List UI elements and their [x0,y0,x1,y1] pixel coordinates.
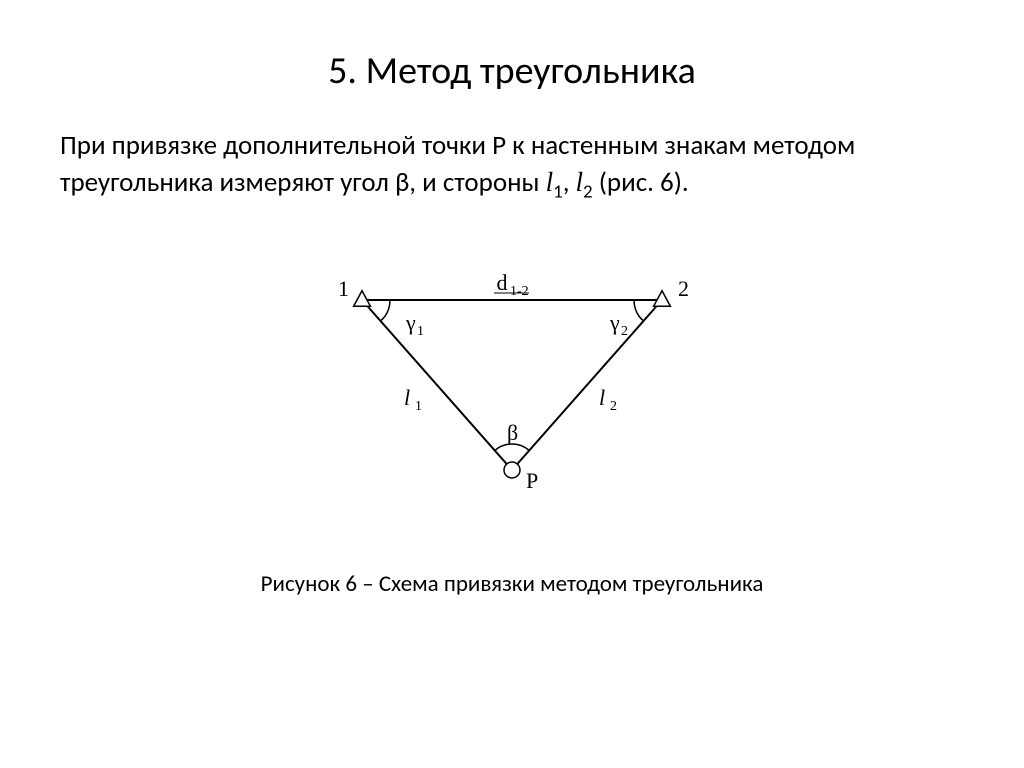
svg-text:1: 1 [417,324,424,339]
svg-text:2: 2 [621,324,628,339]
svg-text:P: P [526,468,538,493]
slide-paragraph: При привязке дополнительной точки P к на… [60,128,964,205]
triangle-svg: γ1γ2βd1-2l1l212P [292,250,732,520]
figure-caption: Рисунок 6 – Схема привязки методом треуг… [0,570,1024,598]
slide-page: 5. Метод треугольника При привязке допол… [0,0,1024,768]
slide-title: 5. Метод треугольника [0,48,1024,94]
svg-text:2: 2 [610,399,617,414]
svg-text:γ: γ [405,310,416,335]
svg-text:1-2: 1-2 [510,284,529,299]
svg-text:d: d [497,270,508,295]
svg-text:1: 1 [415,399,422,414]
svg-text:1: 1 [338,276,349,301]
svg-text:β: β [507,420,518,445]
svg-text:l: l [404,385,410,410]
svg-text:l: l [599,385,605,410]
svg-text:γ: γ [609,310,620,335]
svg-text:2: 2 [678,276,689,301]
triangle-diagram: γ1γ2βd1-2l1l212P [0,250,1024,550]
